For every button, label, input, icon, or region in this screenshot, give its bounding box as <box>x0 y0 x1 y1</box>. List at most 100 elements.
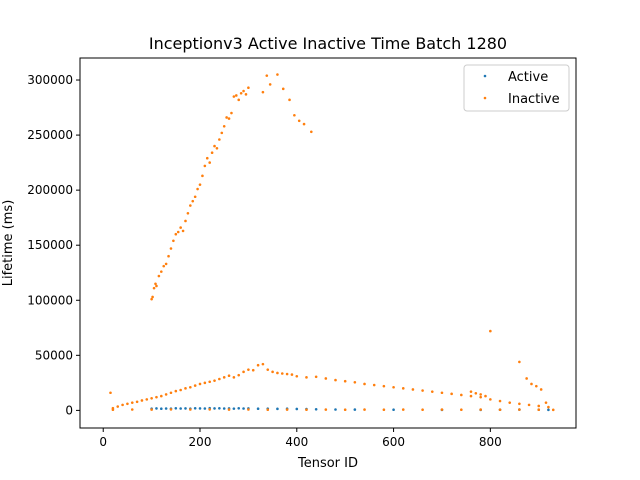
inactive-point-65 <box>547 405 550 409</box>
inactive-point-124 <box>281 87 285 91</box>
y-tick-label-1: 50000 <box>35 348 73 362</box>
inactive-point-25 <box>227 374 231 377</box>
inactive-point-69 <box>484 394 487 398</box>
legend-marker-active <box>483 74 487 78</box>
y-tick-label-2: 100000 <box>27 293 73 307</box>
inactive-point-44 <box>343 379 347 383</box>
inactive-point-103 <box>208 161 211 164</box>
inactive-point-11 <box>160 394 163 398</box>
inactive-point-99 <box>198 183 202 186</box>
inactive-point-61 <box>508 401 512 404</box>
inactive-point-152 <box>537 408 541 412</box>
inactive-point-148 <box>460 408 463 412</box>
inactive-point-106 <box>215 147 219 150</box>
inactive-point-20 <box>203 381 207 385</box>
inactive-point-7 <box>140 399 144 402</box>
inactive-point-70 <box>489 329 492 333</box>
inactive-point-83 <box>160 270 163 273</box>
inactive-point-137 <box>247 408 250 411</box>
inactive-point-138 <box>266 408 270 412</box>
inactive-point-22 <box>213 379 216 382</box>
x-tick-label-0: 0 <box>99 435 107 449</box>
inactive-point-63 <box>527 403 531 407</box>
inactive-point-62 <box>518 402 521 406</box>
inactive-point-16 <box>184 387 187 390</box>
inactive-point-19 <box>198 382 202 386</box>
legend-label-active: Active <box>508 70 548 85</box>
active-point-23 <box>276 407 279 411</box>
inactive-point-95 <box>189 204 192 207</box>
inactive-point-39 <box>295 374 299 378</box>
inactive-point-45 <box>353 381 357 384</box>
inactive-point-48 <box>382 384 386 388</box>
inactive-point-136 <box>227 408 231 411</box>
active-point-21 <box>256 407 260 411</box>
inactive-point-147 <box>440 408 444 411</box>
inactive-point-2 <box>116 405 120 408</box>
active-point-30 <box>392 408 395 412</box>
inactive-point-46 <box>363 382 366 386</box>
inactive-point-13 <box>169 391 173 395</box>
inactive-point-74 <box>535 384 538 388</box>
active-point-25 <box>295 407 299 411</box>
inactive-point-52 <box>421 389 424 392</box>
inactive-point-5 <box>130 401 134 404</box>
inactive-point-110 <box>225 116 228 119</box>
inactive-point-47 <box>372 383 376 387</box>
inactive-point-119 <box>247 86 250 90</box>
inactive-point-59 <box>489 398 492 401</box>
active-point-28 <box>334 408 337 411</box>
y-tick-label-4: 200000 <box>27 183 73 197</box>
inactive-point-144 <box>382 408 386 412</box>
active-point-15 <box>222 407 226 410</box>
inactive-point-153 <box>551 408 555 412</box>
inactive-point-56 <box>460 393 463 397</box>
inactive-point-149 <box>479 408 482 411</box>
active-point-3 <box>164 407 168 410</box>
inactive-point-139 <box>285 408 289 411</box>
x-tick-label-3: 600 <box>382 435 405 449</box>
inactive-point-23 <box>218 377 221 381</box>
inactive-point-6 <box>135 400 139 404</box>
legend-label-inactive: Inactive <box>508 92 560 107</box>
inactive-point-75 <box>539 388 543 391</box>
x-tick-label-2: 400 <box>285 435 308 449</box>
inactive-point-0 <box>109 391 112 395</box>
inactive-point-18 <box>193 384 197 387</box>
inactive-point-76 <box>544 401 548 404</box>
inactive-point-135 <box>208 408 211 411</box>
inactive-point-27 <box>237 373 241 377</box>
inactive-point-88 <box>172 239 175 243</box>
inactive-point-37 <box>285 372 289 376</box>
inactive-point-97 <box>193 195 197 199</box>
inactive-point-54 <box>440 391 444 395</box>
inactive-point-3 <box>121 403 124 407</box>
inactive-point-122 <box>268 83 272 86</box>
inactive-point-132 <box>150 408 153 411</box>
inactive-point-118 <box>244 93 248 96</box>
inactive-point-73 <box>530 382 533 386</box>
inactive-point-66 <box>469 390 473 393</box>
inactive-point-53 <box>430 390 434 393</box>
inactive-point-108 <box>220 131 224 135</box>
inactive-point-4 <box>126 402 129 406</box>
inactive-point-85 <box>164 262 168 266</box>
inactive-point-36 <box>280 372 284 375</box>
y-tick-label-5: 250000 <box>27 128 73 142</box>
inactive-point-90 <box>176 230 180 234</box>
series-inactive <box>109 73 555 412</box>
inactive-point-72 <box>525 377 528 380</box>
inactive-point-28 <box>242 370 245 374</box>
inactive-point-51 <box>411 388 415 391</box>
y-tick-label-0: 0 <box>65 403 73 417</box>
inactive-point-123 <box>276 73 279 76</box>
inactive-point-143 <box>363 408 366 411</box>
inactive-point-96 <box>191 199 195 203</box>
legend: Active Inactive <box>463 64 570 112</box>
x-axis-label: Tensor ID <box>297 456 358 471</box>
inactive-point-125 <box>288 98 291 102</box>
inactive-point-64 <box>537 404 541 408</box>
inactive-point-93 <box>184 219 187 223</box>
inactive-point-55 <box>450 392 453 396</box>
